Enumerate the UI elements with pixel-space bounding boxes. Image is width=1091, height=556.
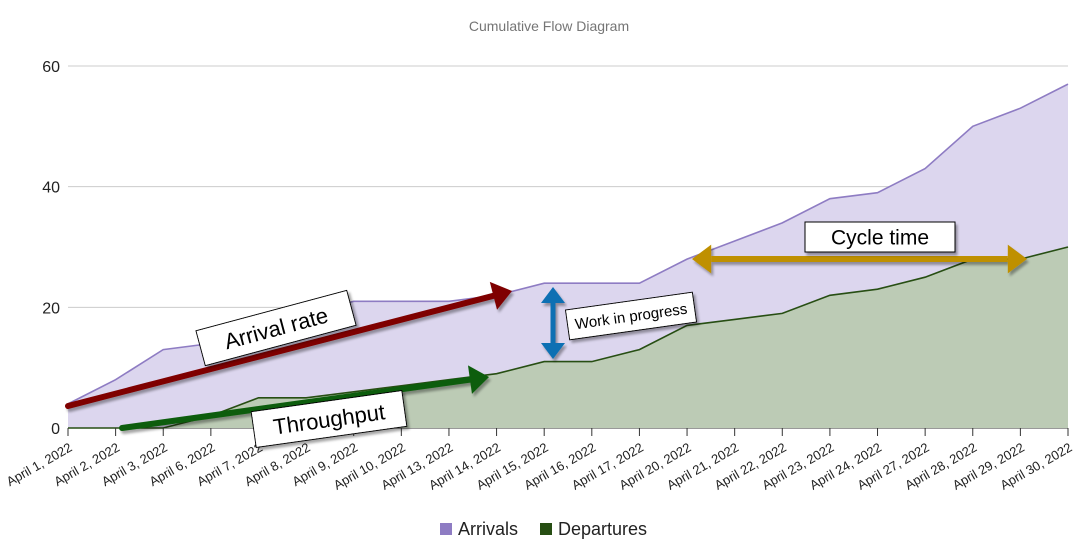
y-tick-label: 0 — [51, 421, 60, 438]
arrival-rate-arrow-head — [489, 281, 512, 310]
work-in-progress-label-box — [564, 291, 698, 341]
cycle-time-label-box — [804, 221, 956, 253]
throughput-label-box — [250, 390, 408, 448]
arrival-rate-arrow-shaft — [65, 292, 497, 409]
cycle-time-label-text: Cycle time — [831, 227, 929, 250]
throughput-arrow-head — [468, 365, 489, 394]
area-departures — [68, 247, 1068, 428]
series-line-departures — [68, 246, 1069, 429]
work-in-progress-arrow — [541, 287, 565, 359]
work-in-progress-arrow-head — [541, 343, 565, 359]
cycle-time-arrow-head — [1007, 244, 1027, 274]
y-tick-label: 40 — [42, 180, 60, 197]
y-tick-label: 60 — [42, 59, 60, 76]
legend-swatch-arrivals — [440, 523, 452, 535]
legend-swatch-departures — [540, 523, 552, 535]
cycle-time-arrow-head — [692, 244, 712, 274]
chart-title: Cumulative Flow Diagram — [469, 18, 629, 34]
legend-label-arrivals: Arrivals — [458, 519, 518, 539]
throughput-arrow-shaft — [119, 376, 473, 431]
y-tick-label: 20 — [42, 300, 60, 317]
cycle-time-label: Cycle time — [804, 221, 956, 253]
legend: Arrivals Departures — [440, 519, 647, 539]
arrival-rate-label-box — [195, 289, 357, 367]
arrival-rate-arrow — [65, 281, 512, 409]
legend-label-departures: Departures — [558, 519, 647, 539]
work-in-progress-arrow-head — [541, 287, 565, 303]
cycle-time-arrow — [692, 244, 1027, 274]
throughput-arrow — [119, 365, 489, 431]
